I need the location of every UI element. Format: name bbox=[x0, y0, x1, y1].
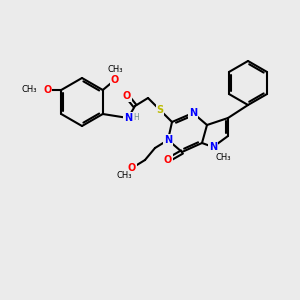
Text: O: O bbox=[111, 75, 119, 85]
Text: S: S bbox=[156, 105, 164, 115]
Text: CH₃: CH₃ bbox=[116, 172, 132, 181]
Text: N: N bbox=[209, 142, 217, 152]
Text: N: N bbox=[164, 135, 172, 145]
Text: O: O bbox=[164, 155, 172, 165]
Text: O: O bbox=[128, 163, 136, 173]
Text: H: H bbox=[133, 113, 139, 122]
Text: O: O bbox=[123, 91, 131, 101]
Text: O: O bbox=[43, 85, 51, 95]
Text: CH₃: CH₃ bbox=[107, 65, 122, 74]
Text: N: N bbox=[124, 113, 132, 123]
Text: CH₃: CH₃ bbox=[215, 152, 231, 161]
Text: N: N bbox=[189, 108, 197, 118]
Text: CH₃: CH₃ bbox=[22, 85, 37, 94]
